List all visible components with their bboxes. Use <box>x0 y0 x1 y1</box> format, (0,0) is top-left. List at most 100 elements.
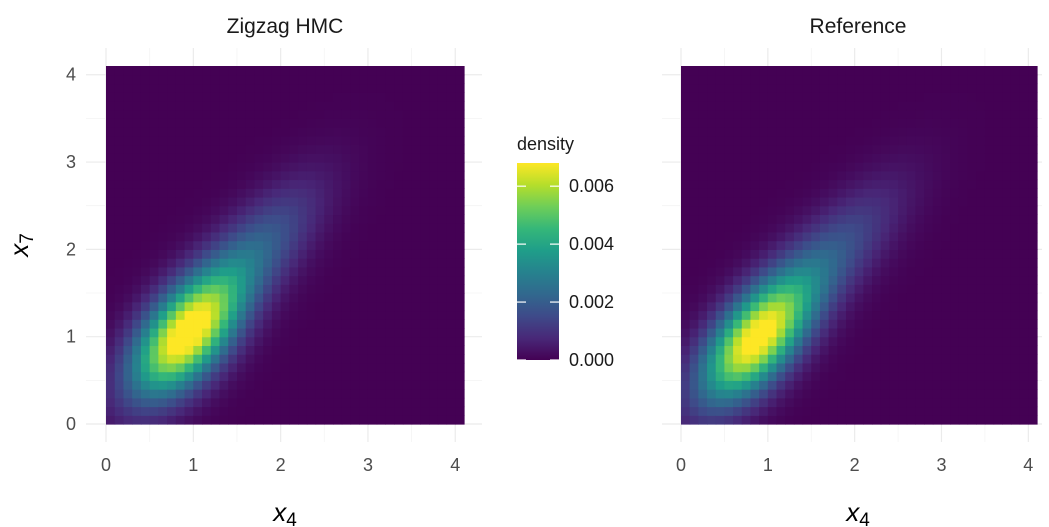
heatmap-cell <box>767 170 778 181</box>
heatmap-cell <box>698 327 708 338</box>
heatmap-cell <box>993 214 1003 224</box>
heatmap-cell <box>333 310 343 320</box>
heatmap-cell <box>767 310 778 320</box>
heatmap-cell <box>446 83 456 93</box>
heatmap-cell <box>811 380 821 390</box>
heatmap-cell <box>411 293 421 303</box>
heatmap-cell <box>924 415 934 425</box>
heatmap-cell <box>219 92 229 102</box>
heatmap-cell <box>793 293 804 303</box>
heatmap-cell <box>271 162 282 172</box>
heatmap-cell <box>958 83 969 93</box>
heatmap-cell <box>193 118 203 128</box>
heatmap-cell <box>324 380 334 390</box>
heatmap-cell <box>254 153 264 163</box>
heatmap-cell <box>175 275 186 285</box>
heatmap-cell <box>681 397 691 408</box>
heatmap-cell <box>394 319 404 329</box>
heatmap-cell <box>106 66 116 76</box>
heatmap-cell <box>785 223 795 233</box>
heatmap-cell <box>689 223 699 233</box>
heatmap-cell <box>333 354 343 364</box>
heatmap-cell <box>289 83 299 93</box>
heatmap-cell <box>114 118 125 128</box>
heatmap-cell <box>254 66 264 76</box>
heatmap-cell <box>924 223 934 233</box>
heatmap-cell <box>1028 327 1038 338</box>
heatmap-cell <box>1019 319 1029 329</box>
heatmap-cell <box>733 389 743 399</box>
heatmap-cell <box>341 223 352 233</box>
heatmap-cell <box>315 336 325 347</box>
heatmap-cell <box>394 258 404 268</box>
heatmap-cell <box>315 275 325 285</box>
heatmap-cell <box>333 240 343 250</box>
heatmap-cell <box>863 109 873 119</box>
heatmap-cell <box>681 92 691 102</box>
heatmap-cell <box>793 109 804 119</box>
heatmap-cell <box>106 153 116 163</box>
heatmap-cell <box>837 380 847 390</box>
heatmap-cell <box>149 205 159 216</box>
heatmap-cell <box>1002 310 1012 320</box>
heatmap-cell <box>411 118 421 128</box>
heatmap-cell <box>993 284 1003 294</box>
heatmap-cell <box>367 301 378 312</box>
heatmap-cell <box>967 380 977 390</box>
heatmap-cell <box>1010 135 1021 146</box>
heatmap-cell <box>689 214 699 224</box>
heatmap-cell <box>1010 362 1021 373</box>
heatmap-cell <box>715 66 726 76</box>
heatmap-cell <box>845 327 856 338</box>
heatmap-cell <box>289 397 299 408</box>
heatmap-cell <box>733 144 743 154</box>
heatmap-cell <box>950 196 960 207</box>
heatmap-cell <box>394 135 404 146</box>
heatmap-cell <box>741 319 752 329</box>
heatmap-cell <box>950 397 960 408</box>
heatmap-cell <box>750 266 760 277</box>
heatmap-cell <box>889 354 899 364</box>
heatmap-cell <box>819 389 830 399</box>
heatmap-cell <box>394 371 404 381</box>
heatmap-cell <box>114 83 125 93</box>
heatmap-cell <box>759 100 769 111</box>
heatmap-cell <box>828 293 838 303</box>
heatmap-cell <box>880 336 890 347</box>
heatmap-cell <box>845 319 856 329</box>
heatmap-cell <box>324 100 334 111</box>
heatmap-cell <box>1028 74 1038 85</box>
heatmap-cell <box>741 74 752 85</box>
heatmap-cell <box>950 258 960 268</box>
heatmap-cell <box>872 354 882 364</box>
heatmap-cell <box>306 319 317 329</box>
heatmap-cell <box>114 336 125 347</box>
heatmap-cell <box>741 336 752 347</box>
heatmap-cell <box>767 92 778 102</box>
heatmap-cell <box>202 196 212 207</box>
heatmap-cell <box>767 293 778 303</box>
heatmap-cell <box>872 240 882 250</box>
heatmap-cell <box>184 415 194 425</box>
heatmap-cell <box>741 127 752 137</box>
heatmap-cell <box>715 153 726 163</box>
heatmap-cell <box>976 249 986 259</box>
heatmap-cell <box>455 188 465 198</box>
heatmap-cell <box>210 109 221 119</box>
heatmap-cell <box>941 223 951 233</box>
heatmap-cell <box>828 92 838 102</box>
heatmap-cell <box>941 153 951 163</box>
heatmap-cell <box>254 249 264 259</box>
heatmap-cell <box>228 170 238 181</box>
heatmap-cell <box>1028 266 1038 277</box>
heatmap-cell <box>402 196 413 207</box>
heatmap-cell <box>106 327 116 338</box>
heatmap-cell <box>202 188 212 198</box>
heatmap-cell <box>210 301 221 312</box>
heatmap-cell <box>932 240 943 250</box>
heatmap-cell <box>402 240 413 250</box>
heatmap-cell <box>707 310 717 320</box>
heatmap-cell <box>872 92 882 102</box>
heatmap-cell <box>333 127 343 137</box>
heatmap-cell <box>289 214 299 224</box>
